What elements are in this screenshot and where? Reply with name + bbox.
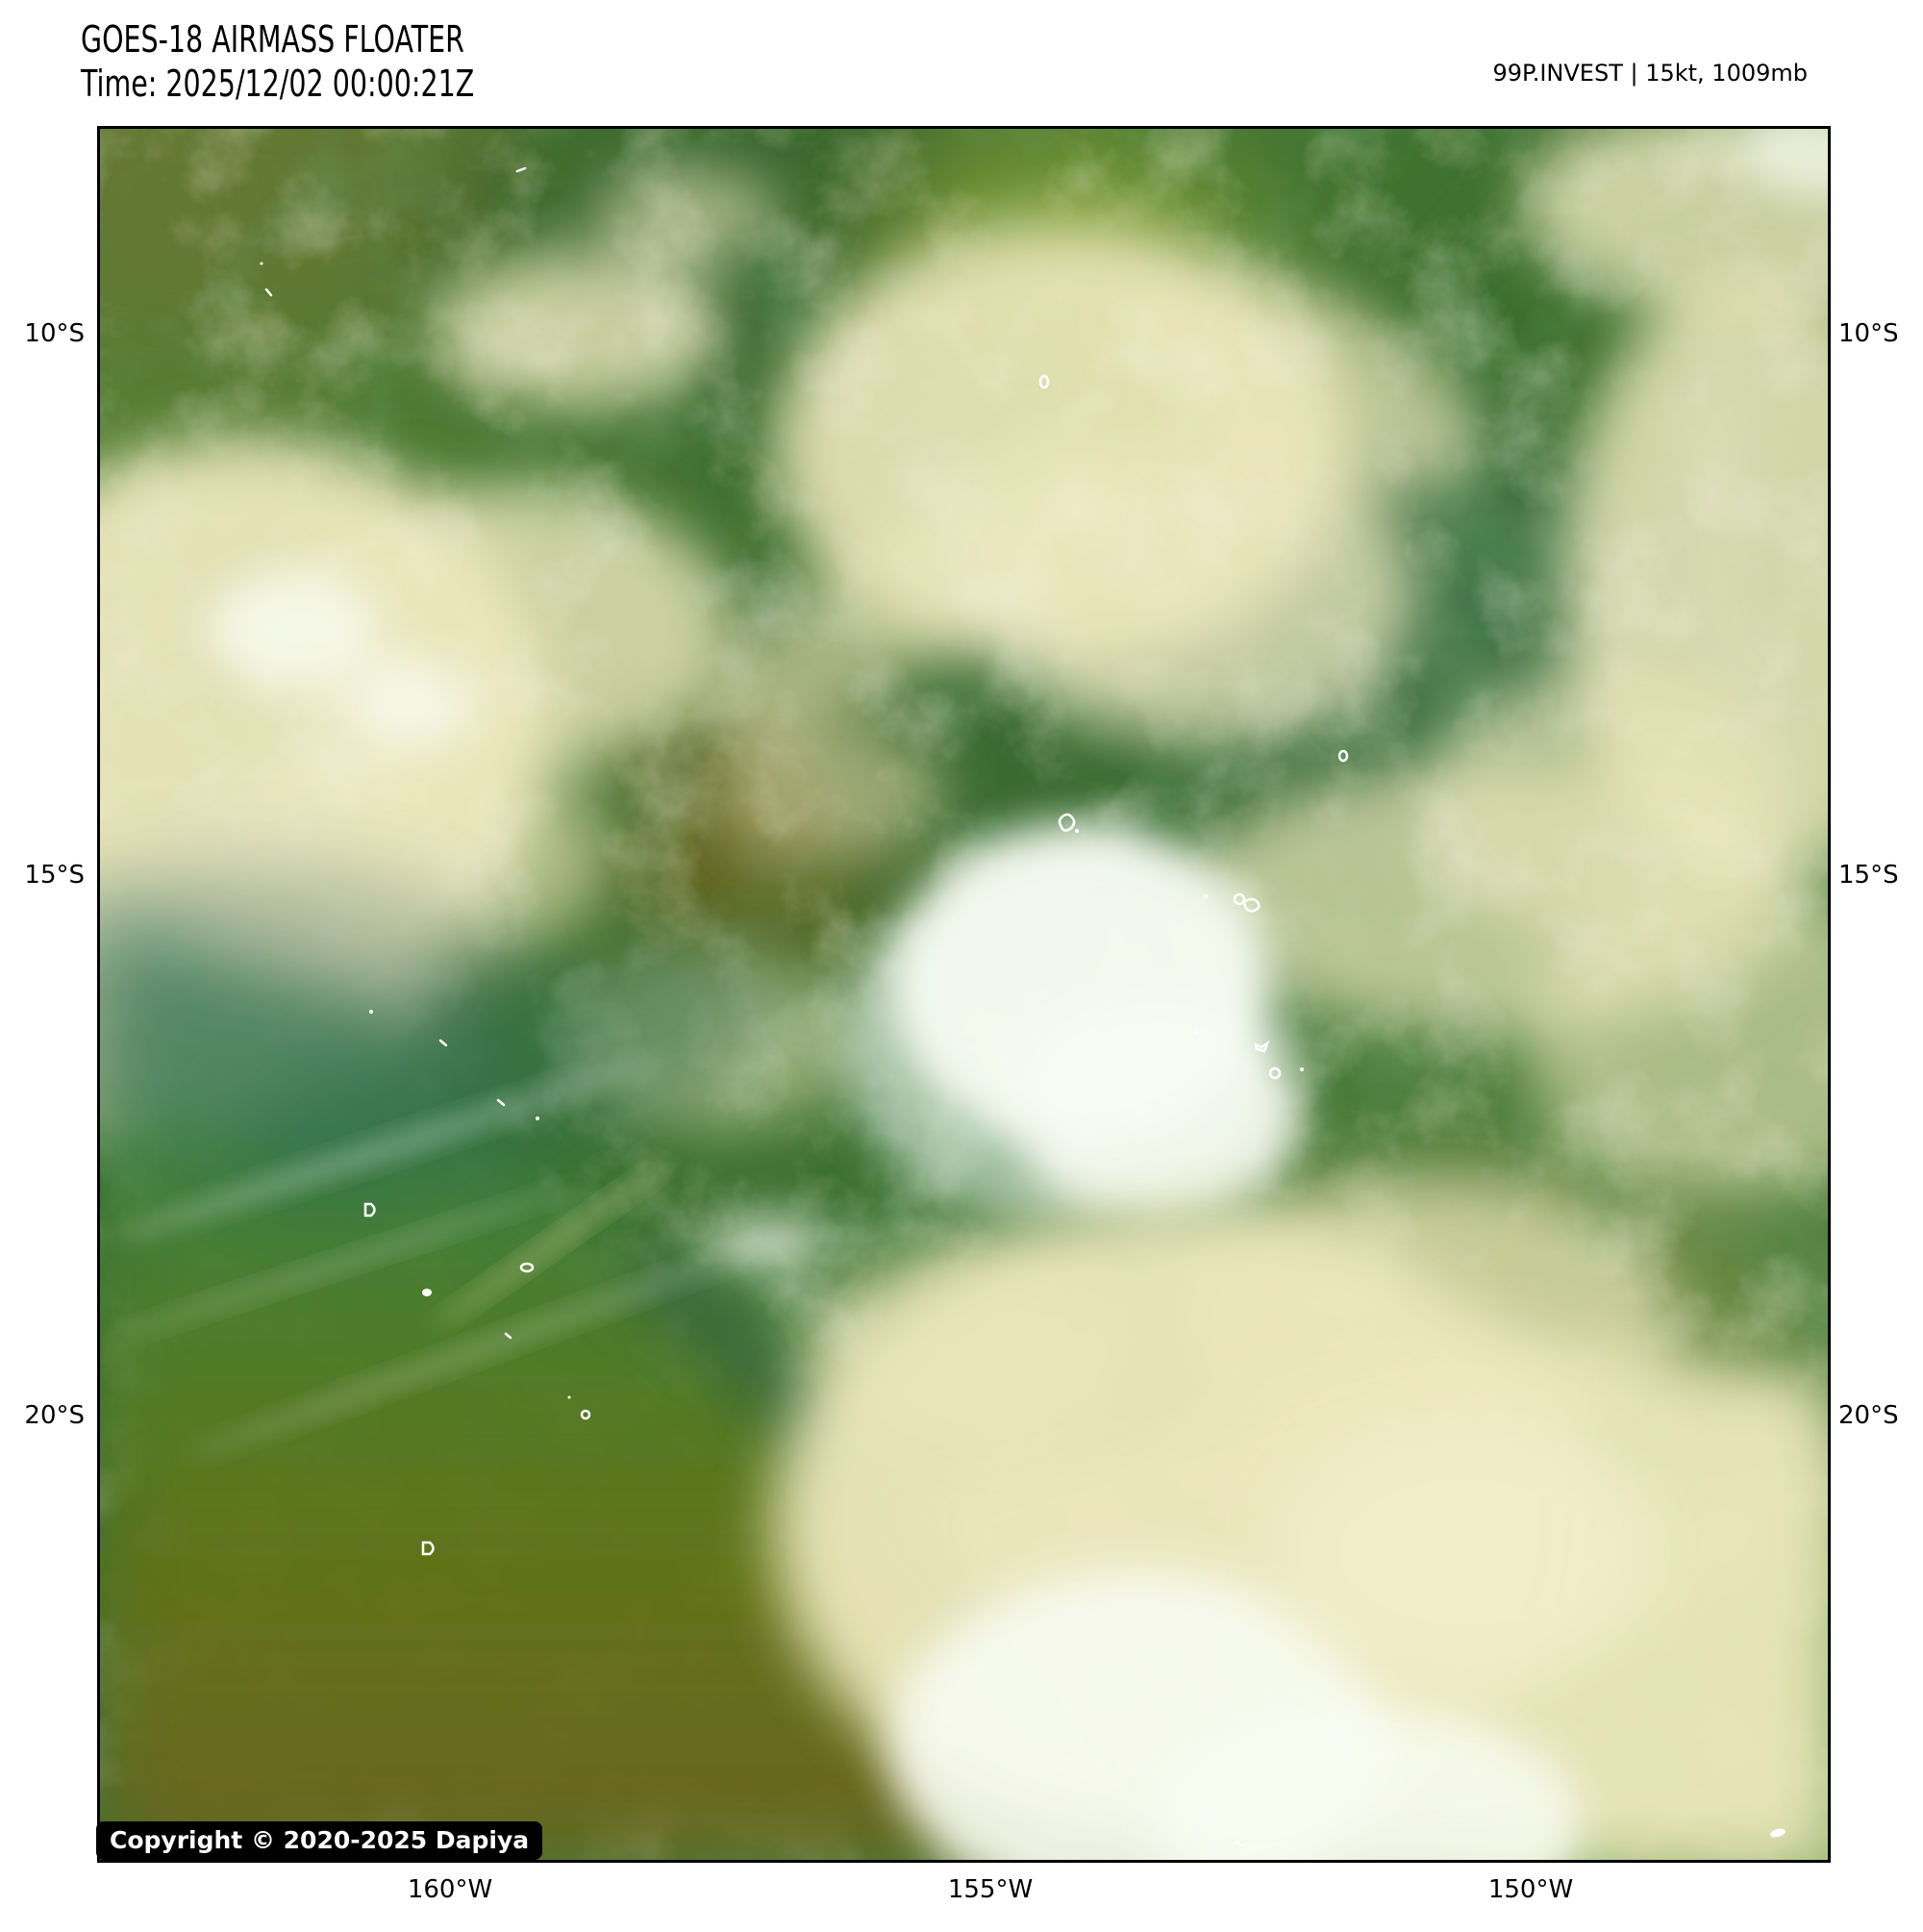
lon-label-155w: 155°W	[947, 1875, 1034, 1904]
lat-label-left-20s: 20°S	[24, 1401, 85, 1430]
page-title-text: GOES-18 AIRMASS FLOATER	[81, 18, 464, 61]
lat-label-left-10s: 10°S	[24, 319, 85, 348]
lat-label-left-15s: 15°S	[24, 861, 85, 890]
copyright-badge: Copyright © 2020-2025 Dapiya	[96, 1821, 543, 1860]
lat-label-right-20s: 20°S	[1838, 1401, 1899, 1430]
airmass-bright-cores	[206, 129, 1828, 1278]
storm-info: 99P.INVEST | 15kt, 1009mb	[1492, 60, 1808, 87]
satellite-map-frame: Copyright © 2020-2025 Dapiya	[96, 126, 1831, 1863]
satellite-image	[100, 129, 1828, 1860]
lon-label-160w: 160°W	[407, 1875, 493, 1904]
lat-label-right-10s: 10°S	[1838, 319, 1899, 348]
page-title: GOES-18 AIRMASS FLOATER	[81, 17, 592, 62]
island-outlines	[260, 166, 1786, 1847]
timestamp: Time: 2025/12/02 00:00:21Z	[81, 62, 606, 106]
timestamp-text: Time: 2025/12/02 00:00:21Z	[81, 63, 475, 105]
lon-label-150w: 150°W	[1487, 1875, 1574, 1904]
lat-label-right-15s: 15°S	[1838, 861, 1899, 890]
airmass-bottom-cloud-mass	[773, 1206, 1828, 1860]
